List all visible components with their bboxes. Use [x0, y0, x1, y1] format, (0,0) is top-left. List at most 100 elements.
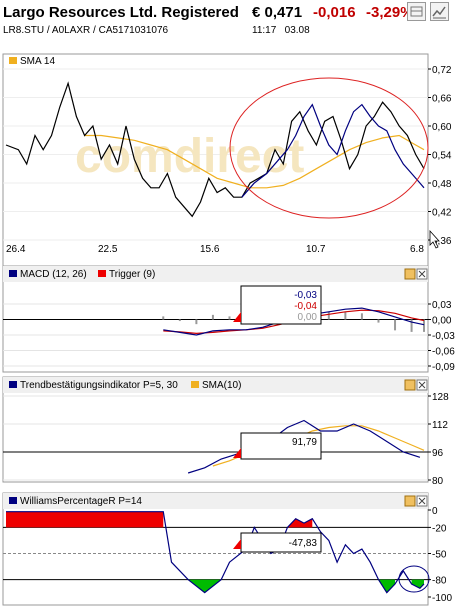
- williams-y-label-3: -80: [432, 576, 447, 587]
- price-panel: comdirect SMA 14 0,72 0,66 0,60 0,54 0,48 0,4…: [2, 53, 452, 269]
- price-change: -0,016: [313, 4, 356, 21]
- macd-close-x: [418, 270, 426, 278]
- macd-settings-icon[interactable]: [404, 268, 416, 280]
- williams-oversold-fill: [188, 579, 222, 593]
- watermark: comdirect: [75, 130, 304, 183]
- last-price: € 0,471: [252, 4, 303, 21]
- macd-grid: [3, 303, 428, 367]
- macd-legend-bar: [3, 266, 428, 282]
- trend-y-label-2: 96: [432, 448, 444, 459]
- trend-panel-frame: [2, 376, 429, 483]
- trend-legend-swatch: [9, 381, 17, 388]
- williams-panel-frame: [2, 492, 429, 606]
- table-view-icon[interactable]: [407, 2, 426, 21]
- sma14-line: [84, 134, 425, 189]
- cursor-icon: [429, 229, 440, 249]
- macd-readout-diff: 0,00: [298, 312, 318, 323]
- price-lines: [5, 81, 425, 218]
- williams-readout-pointer: [233, 539, 241, 549]
- williams-oversold-fill: [378, 579, 395, 593]
- legend-sma14: SMA 14: [20, 56, 55, 67]
- price-y-label-5: 0,42: [432, 208, 452, 219]
- macd-readout-box: [240, 285, 322, 325]
- trend-readout-value: 91,79: [292, 437, 317, 448]
- price-y-label-1: 0,66: [432, 94, 452, 105]
- macd-y-label-4: -0,09: [432, 362, 455, 373]
- sma-legend-swatch: [9, 57, 17, 64]
- macd-y-label-2: -0,03: [432, 331, 455, 342]
- williams-lines: [6, 511, 425, 594]
- trend-y-label-0: 128: [432, 392, 449, 403]
- trend-y-ticks: 128 112 96 80: [428, 392, 449, 487]
- quote-time: 11:17 03.08: [252, 25, 310, 36]
- price-x-label-4: 6.8: [410, 244, 424, 255]
- williams-fills: [6, 511, 424, 593]
- trend-readout-box: [240, 432, 322, 460]
- price-x-label-2: 15.6: [200, 244, 220, 255]
- quote-time-value: 11:17: [252, 25, 277, 36]
- williams-line: [6, 511, 425, 594]
- legend-trend: Trendbestätigungsindikator P=5, 30: [20, 380, 178, 391]
- williams-y-label-1: -20: [432, 523, 447, 534]
- price-y-label-6: 0,36: [432, 236, 452, 247]
- williams-y-label-4: -100: [432, 593, 452, 604]
- sma10-legend-swatch: [191, 381, 199, 388]
- williams-oversold-fill: [411, 579, 424, 589]
- price-line: [5, 81, 425, 218]
- legend-williams: WilliamsPercentageR P=14: [20, 496, 142, 507]
- macd-readout-trigger: -0,04: [294, 301, 317, 312]
- williams-close-x: [418, 497, 426, 505]
- williams-settings-icon[interactable]: [404, 495, 416, 507]
- williams-legend-bar: [3, 493, 428, 509]
- williams-y-ticks: 0 -20 -50 -80 -100: [428, 506, 452, 604]
- price-y-label-2: 0,60: [432, 122, 452, 133]
- highlight-ellipse: [229, 77, 429, 219]
- macd-y-label-0: 0,03: [432, 300, 452, 311]
- trend-readout-pointer: [233, 448, 241, 458]
- williams-y-label-2: -50: [432, 550, 447, 561]
- price-y-label-0: 0,72: [432, 65, 452, 76]
- williams-highlight-circle: [398, 565, 430, 593]
- williams-y-label-0: 0: [432, 506, 438, 517]
- macd-panel: MACD (12, 26) Trigger (9) -0,03 -0,04 0,…: [2, 265, 455, 373]
- macd-y-ticks: 0,03 0,00 -0,03 -0,06 -0,09: [428, 300, 455, 373]
- williams-overbought-fill: [6, 511, 164, 528]
- macd-readout-pointer: [233, 312, 241, 322]
- price-panel-frame: [2, 53, 429, 269]
- williams-overbought-fill: [287, 518, 313, 528]
- chart-view-icon[interactable]: [430, 2, 449, 21]
- macd-y-label-1: 0,00: [432, 316, 452, 327]
- trend-y-label-1: 112: [432, 420, 448, 431]
- price-x-ticks: 26.4 22.5 15.6 10.7 6.8: [6, 244, 424, 255]
- price-x-label-1: 22.5: [98, 244, 118, 255]
- williams-panel: WilliamsPercentageR P=14 -47,83 0 -20 -50 -…: [2, 492, 452, 606]
- price-x-label-0: 26.4: [6, 244, 26, 255]
- trigger-legend-swatch: [98, 270, 106, 277]
- trend-overlay-line: [241, 103, 425, 198]
- security-identifiers: LR8.STU / A0LAXR / CA5171031076: [3, 25, 169, 36]
- macd-readout-macd: -0,03: [294, 290, 317, 301]
- trend-indicator-line: [187, 419, 421, 474]
- trend-close-x: [418, 381, 426, 389]
- price-x-label-3: 10.7: [306, 244, 326, 255]
- chart-area: comdirect SMA 14 0,72 0,66 0,60 0,54 0,48 0,4…: [2, 53, 455, 606]
- price-change-percent: -3,29%: [366, 4, 414, 21]
- williams-readout-value: -47,83: [289, 538, 318, 549]
- trend-grid: [3, 395, 428, 481]
- williams-legend-swatch: [9, 497, 17, 504]
- security-title: Largo Resources Ltd. Registered: [3, 4, 239, 21]
- legend-macd: MACD (12, 26): [20, 269, 87, 280]
- trend-y-label-3: 80: [432, 476, 444, 487]
- trend-panel: Trendbestätigungsindikator P=5, 30 SMA(1…: [2, 376, 449, 487]
- trend-legend-bar: [3, 377, 428, 393]
- quote-date-value: 03.08: [284, 25, 310, 36]
- legend-sma10: SMA(10): [202, 380, 241, 391]
- macd-y-label-3: -0,06: [432, 347, 455, 358]
- trend-settings-icon[interactable]: [404, 379, 416, 391]
- price-y-ticks: 0,72 0,66 0,60 0,54 0,48 0,42 0,36: [428, 65, 452, 247]
- price-y-label-3: 0,54: [432, 151, 452, 162]
- legend-trigger: Trigger (9): [109, 269, 155, 280]
- price-y-label-4: 0,48: [432, 179, 452, 190]
- macd-legend-swatch: [9, 270, 17, 277]
- quote-header: Largo Resources Ltd. Registered € 0,471 …: [0, 0, 463, 44]
